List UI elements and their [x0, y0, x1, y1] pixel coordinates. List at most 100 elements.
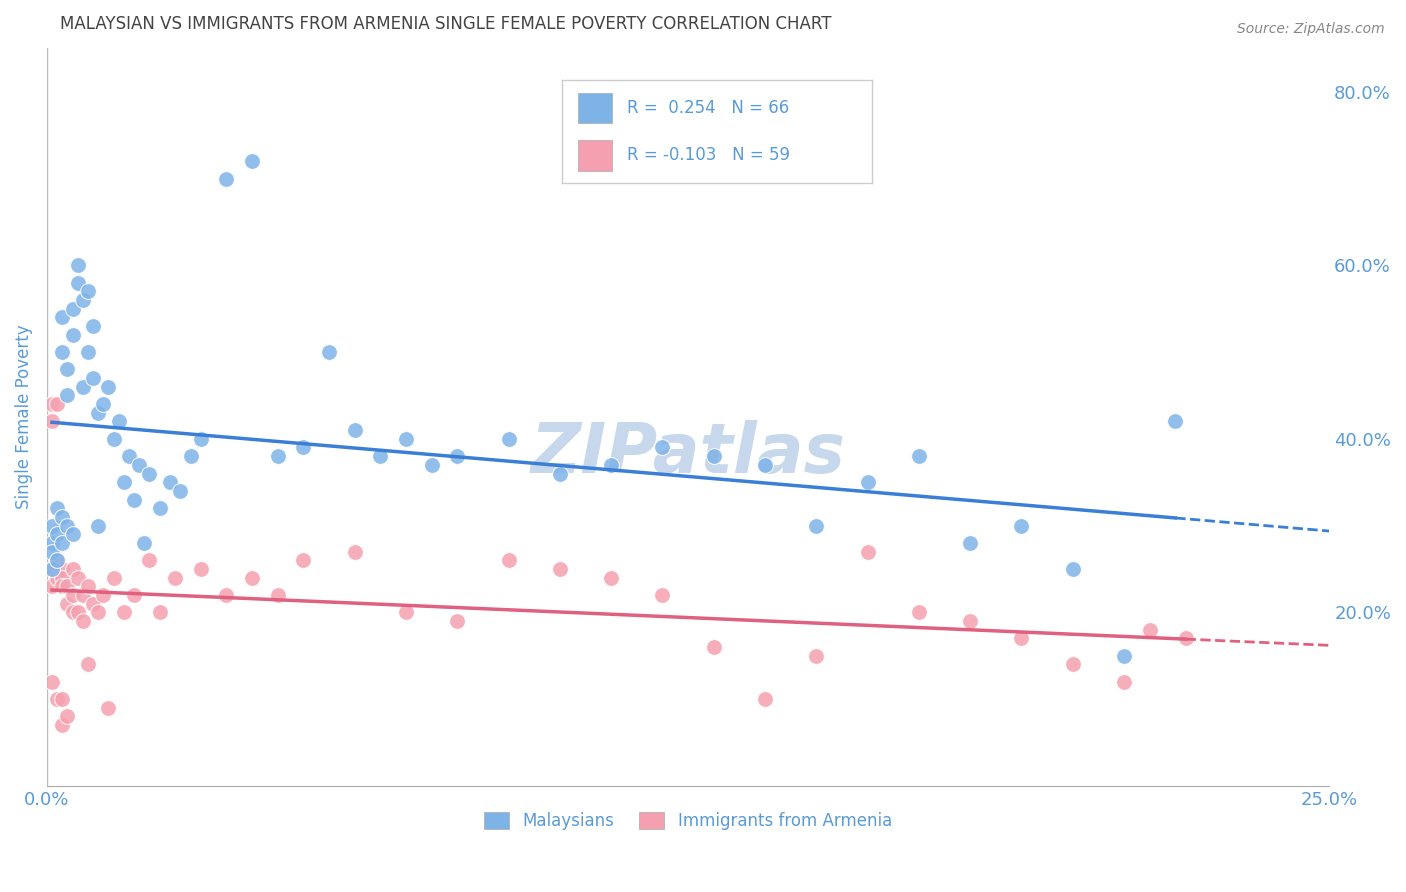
Point	[72, 293, 94, 307]
Point	[56, 388, 79, 402]
Point	[41, 544, 63, 558]
Point	[159, 475, 181, 490]
Point	[190, 562, 212, 576]
Point	[368, 449, 391, 463]
Point	[41, 562, 63, 576]
Point	[395, 605, 418, 619]
Point	[51, 509, 73, 524]
Point	[103, 432, 125, 446]
Point	[51, 310, 73, 325]
Point	[82, 371, 104, 385]
Y-axis label: Single Female Poverty: Single Female Poverty	[15, 325, 32, 509]
Point	[41, 518, 63, 533]
Point	[62, 562, 84, 576]
Point	[1062, 562, 1084, 576]
Point	[97, 380, 120, 394]
Point	[446, 449, 468, 463]
Point	[267, 588, 290, 602]
Point	[112, 605, 135, 619]
Point	[107, 414, 129, 428]
Point	[180, 449, 202, 463]
Point	[56, 597, 79, 611]
Point	[856, 475, 879, 490]
Point	[97, 700, 120, 714]
Point	[149, 501, 172, 516]
Point	[498, 553, 520, 567]
Point	[66, 276, 89, 290]
Point	[46, 501, 69, 516]
Point	[267, 449, 290, 463]
Point	[51, 562, 73, 576]
Point	[548, 562, 571, 576]
Point	[41, 414, 63, 428]
Point	[292, 441, 315, 455]
Point	[87, 605, 110, 619]
Point	[600, 571, 623, 585]
Point	[446, 614, 468, 628]
Point	[56, 579, 79, 593]
Point	[959, 536, 981, 550]
Point	[46, 527, 69, 541]
Point	[77, 579, 100, 593]
Point	[82, 319, 104, 334]
Point	[51, 718, 73, 732]
Point	[56, 709, 79, 723]
Point	[600, 458, 623, 472]
Point	[1112, 648, 1135, 663]
Point	[806, 648, 828, 663]
Point	[134, 536, 156, 550]
Point	[498, 432, 520, 446]
Point	[62, 527, 84, 541]
Point	[122, 588, 145, 602]
Point	[651, 588, 673, 602]
Point	[138, 553, 160, 567]
Point	[72, 614, 94, 628]
Legend: Malaysians, Immigrants from Armenia: Malaysians, Immigrants from Armenia	[478, 805, 898, 837]
Point	[190, 432, 212, 446]
Point	[77, 345, 100, 359]
Point	[1011, 518, 1033, 533]
Point	[66, 258, 89, 272]
Point	[56, 362, 79, 376]
Point	[46, 553, 69, 567]
Point	[51, 571, 73, 585]
Point	[240, 571, 263, 585]
Point	[62, 588, 84, 602]
Point	[87, 406, 110, 420]
Point	[82, 597, 104, 611]
Point	[292, 553, 315, 567]
Point	[91, 397, 114, 411]
Point	[703, 449, 725, 463]
Point	[72, 588, 94, 602]
Point	[343, 423, 366, 437]
Point	[169, 483, 191, 498]
Point	[1011, 632, 1033, 646]
Point	[62, 301, 84, 316]
Point	[51, 579, 73, 593]
Point	[651, 441, 673, 455]
Point	[41, 397, 63, 411]
Point	[240, 154, 263, 169]
Point	[87, 518, 110, 533]
Point	[138, 467, 160, 481]
Point	[112, 475, 135, 490]
Point	[46, 571, 69, 585]
Point	[118, 449, 141, 463]
Point	[703, 640, 725, 654]
Point	[62, 327, 84, 342]
Point	[149, 605, 172, 619]
Point	[62, 605, 84, 619]
Text: MALAYSIAN VS IMMIGRANTS FROM ARMENIA SINGLE FEMALE POVERTY CORRELATION CHART: MALAYSIAN VS IMMIGRANTS FROM ARMENIA SIN…	[59, 15, 831, 33]
Point	[318, 345, 340, 359]
Point	[215, 588, 238, 602]
Point	[806, 518, 828, 533]
Point	[1164, 414, 1187, 428]
Point	[343, 544, 366, 558]
Point	[1112, 674, 1135, 689]
Text: R =  0.254   N = 66: R = 0.254 N = 66	[627, 99, 790, 117]
Point	[1139, 623, 1161, 637]
Point	[754, 692, 776, 706]
Point	[66, 605, 89, 619]
Point	[548, 467, 571, 481]
Point	[41, 562, 63, 576]
